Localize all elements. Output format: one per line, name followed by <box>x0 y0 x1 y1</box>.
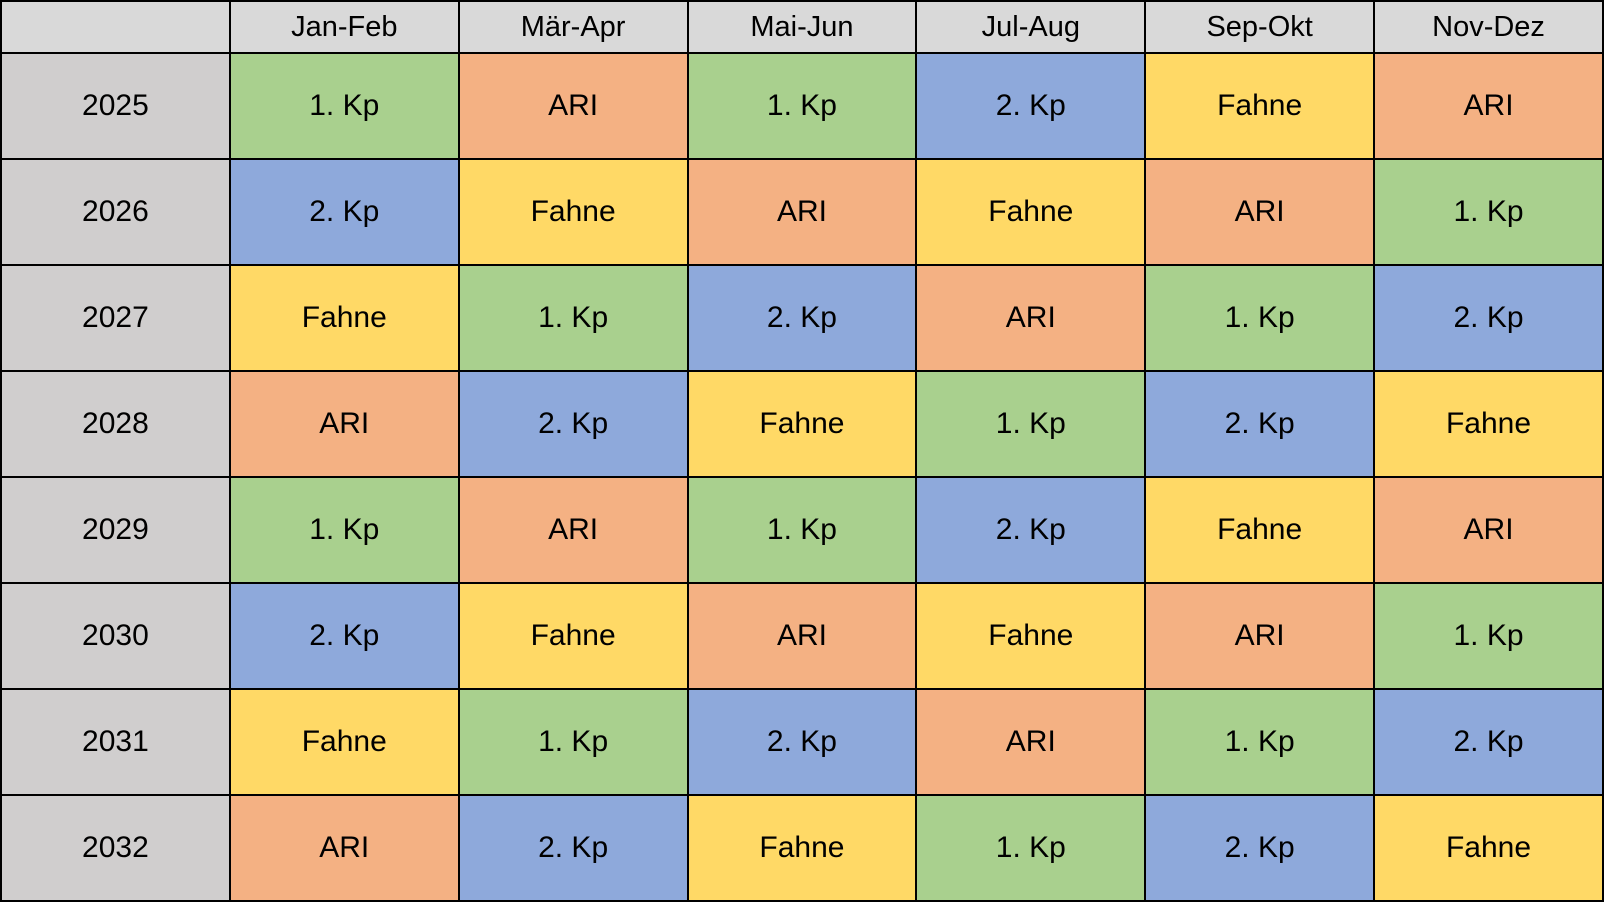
schedule-cell: 1. Kp <box>915 370 1147 478</box>
schedule-cell: Fahne <box>915 158 1147 266</box>
row-year-label: 2028 <box>0 370 231 478</box>
schedule-cell: ARI <box>915 688 1147 796</box>
schedule-cell: 2. Kp <box>1144 370 1376 478</box>
schedule-cell: Fahne <box>457 158 689 266</box>
schedule-cell: ARI <box>457 52 689 160</box>
schedule-cell: 2. Kp <box>915 52 1147 160</box>
schedule-cell: 1. Kp <box>228 476 460 584</box>
schedule-cell: ARI <box>1373 476 1604 584</box>
schedule-cell: 2. Kp <box>915 476 1147 584</box>
column-header-jul-aug: Jul-Aug <box>915 0 1147 54</box>
row-year-label: 2032 <box>0 794 231 902</box>
table-row-2029: 2029 1. Kp ARI 1. Kp 2. Kp Fahne ARI <box>0 476 1604 584</box>
row-year-label: 2029 <box>0 476 231 584</box>
schedule-cell: 2. Kp <box>1373 264 1604 372</box>
row-year-label: 2027 <box>0 264 231 372</box>
column-header-mar-apr: Mär-Apr <box>457 0 689 54</box>
schedule-cell: 1. Kp <box>1373 582 1604 690</box>
schedule-cell: Fahne <box>228 688 460 796</box>
schedule-cell: 1. Kp <box>1144 688 1376 796</box>
table-row-2026: 2026 2. Kp Fahne ARI Fahne ARI 1. Kp <box>0 158 1604 266</box>
schedule-cell: 2. Kp <box>457 794 689 902</box>
table-row-2025: 2025 1. Kp ARI 1. Kp 2. Kp Fahne ARI <box>0 52 1604 160</box>
schedule-cell: 1. Kp <box>686 52 918 160</box>
table-row-2032: 2032 ARI 2. Kp Fahne 1. Kp 2. Kp Fahne <box>0 794 1604 902</box>
corner-cell <box>0 0 231 54</box>
column-header-sep-okt: Sep-Okt <box>1144 0 1376 54</box>
schedule-cell: 2. Kp <box>228 582 460 690</box>
schedule-cell: 1. Kp <box>457 264 689 372</box>
column-header-nov-dez: Nov-Dez <box>1373 0 1604 54</box>
schedule-cell: 1. Kp <box>228 52 460 160</box>
schedule-cell: ARI <box>686 158 918 266</box>
schedule-cell: Fahne <box>915 582 1147 690</box>
schedule-cell: Fahne <box>457 582 689 690</box>
row-year-label: 2030 <box>0 582 231 690</box>
header-row: Jan-Feb Mär-Apr Mai-Jun Jul-Aug Sep-Okt … <box>0 0 1604 54</box>
schedule-cell: Fahne <box>228 264 460 372</box>
schedule-cell: Fahne <box>686 370 918 478</box>
schedule-cell: Fahne <box>1144 476 1376 584</box>
table-row-2031: 2031 Fahne 1. Kp 2. Kp ARI 1. Kp 2. Kp <box>0 688 1604 796</box>
row-year-label: 2031 <box>0 688 231 796</box>
schedule-cell: 1. Kp <box>1373 158 1604 266</box>
schedule-cell: ARI <box>1144 158 1376 266</box>
schedule-cell: Fahne <box>1373 370 1604 478</box>
schedule-cell: 2. Kp <box>686 264 918 372</box>
schedule-cell: ARI <box>228 370 460 478</box>
schedule-cell: 2. Kp <box>228 158 460 266</box>
schedule-cell: 1. Kp <box>457 688 689 796</box>
column-header-jan-feb: Jan-Feb <box>228 0 460 54</box>
schedule-cell: Fahne <box>1373 794 1604 902</box>
schedule-cell: ARI <box>1373 52 1604 160</box>
table-row-2028: 2028 ARI 2. Kp Fahne 1. Kp 2. Kp Fahne <box>0 370 1604 478</box>
row-year-label: 2026 <box>0 158 231 266</box>
column-header-mai-jun: Mai-Jun <box>686 0 918 54</box>
schedule-cell: ARI <box>1144 582 1376 690</box>
schedule-cell: 2. Kp <box>457 370 689 478</box>
schedule-cell: 2. Kp <box>1144 794 1376 902</box>
schedule-cell: ARI <box>457 476 689 584</box>
schedule-cell: 1. Kp <box>915 794 1147 902</box>
schedule-cell: ARI <box>686 582 918 690</box>
schedule-cell: 1. Kp <box>1144 264 1376 372</box>
schedule-cell: Fahne <box>1144 52 1376 160</box>
schedule-cell: ARI <box>915 264 1147 372</box>
row-year-label: 2025 <box>0 52 231 160</box>
schedule-cell: 2. Kp <box>1373 688 1604 796</box>
schedule-cell: Fahne <box>686 794 918 902</box>
table-row-2027: 2027 Fahne 1. Kp 2. Kp ARI 1. Kp 2. Kp <box>0 264 1604 372</box>
table-row-2030: 2030 2. Kp Fahne ARI Fahne ARI 1. Kp <box>0 582 1604 690</box>
schedule-cell: ARI <box>228 794 460 902</box>
schedule-cell: 2. Kp <box>686 688 918 796</box>
schedule-cell: 1. Kp <box>686 476 918 584</box>
